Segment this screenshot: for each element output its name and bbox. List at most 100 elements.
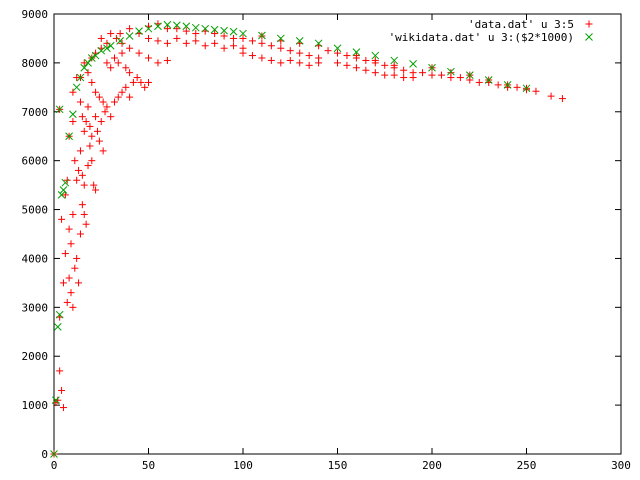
data-point [58, 386, 66, 394]
data-point [84, 59, 92, 67]
data-point [84, 162, 92, 170]
data-point [135, 27, 143, 35]
data-point [114, 93, 122, 101]
data-point [125, 32, 134, 40]
data-point [76, 230, 84, 238]
data-point [409, 74, 417, 82]
x-tick-label: 100 [233, 459, 253, 472]
data-point [55, 310, 64, 319]
data-point [295, 37, 304, 45]
data-point [80, 210, 88, 218]
y-tick-label: 9000 [22, 8, 49, 21]
data-point [82, 220, 90, 228]
data-point [220, 26, 228, 35]
data-point [296, 59, 304, 67]
data-point [69, 210, 77, 218]
data-point [239, 34, 247, 42]
data-point [201, 24, 210, 33]
data-point [112, 34, 120, 42]
data-point [547, 92, 555, 100]
data-point [324, 47, 332, 55]
data-point [126, 25, 134, 33]
data-point [88, 157, 96, 165]
data-point [65, 274, 73, 282]
data-point [475, 78, 483, 86]
data-point [201, 42, 209, 50]
data-point [69, 303, 77, 311]
data-point [114, 59, 122, 67]
data-point [65, 225, 73, 233]
data-point [447, 69, 455, 77]
data-point [192, 37, 200, 45]
data-point [163, 25, 171, 33]
data-point [122, 64, 130, 72]
data-point [182, 22, 191, 31]
data-point [80, 127, 88, 135]
data-point [84, 103, 92, 111]
data-point [50, 450, 58, 458]
data-point [86, 122, 94, 130]
data-point [371, 56, 379, 64]
data-point [92, 113, 100, 121]
data-point [390, 61, 398, 69]
data-point [437, 71, 445, 79]
data-point [428, 63, 436, 72]
data-point [248, 52, 256, 60]
data-point [110, 98, 118, 106]
data-point [145, 78, 152, 86]
data-point [381, 71, 389, 79]
y-tick-label: 5000 [22, 204, 49, 217]
data-point [71, 157, 79, 165]
x-tick-label: 150 [328, 459, 348, 472]
x-tick-label: 200 [422, 459, 442, 472]
data-point [258, 31, 266, 40]
data-point [381, 61, 389, 69]
data-point [428, 71, 436, 79]
data-point [107, 64, 115, 72]
data-point [69, 118, 77, 126]
data-point [211, 30, 219, 38]
data-point [84, 69, 92, 77]
data-point [86, 142, 94, 150]
data-point [75, 279, 83, 287]
data-point [118, 88, 126, 96]
data-point [118, 49, 126, 57]
data-point [230, 34, 238, 42]
data-point [296, 49, 304, 57]
data-point [56, 367, 64, 375]
y-tick-label: 6000 [22, 155, 49, 168]
data-point [334, 49, 341, 57]
data-point [107, 30, 115, 38]
data-point [55, 105, 64, 114]
data-point [91, 51, 100, 60]
data-point [220, 32, 228, 40]
y-tick-label: 3000 [22, 301, 49, 314]
data-point [61, 250, 69, 258]
data-point [286, 56, 294, 64]
data-point [72, 83, 81, 92]
data-point [400, 66, 408, 74]
data-point [80, 63, 89, 72]
x-tick-label: 50 [142, 459, 155, 472]
data-point [154, 59, 162, 67]
data-point [276, 34, 285, 43]
data-point [75, 166, 83, 174]
data-point [144, 24, 153, 33]
data-point [101, 108, 109, 116]
data-point [220, 44, 228, 52]
data-point [352, 64, 360, 72]
data-point [343, 61, 351, 69]
data-point [88, 132, 96, 140]
data-point [78, 201, 86, 209]
data-point [88, 78, 96, 86]
data-point [65, 132, 73, 141]
data-point [305, 61, 313, 69]
data-point [141, 83, 149, 91]
data-point [494, 81, 502, 89]
data-point [503, 81, 512, 89]
data-point [173, 25, 181, 33]
data-point [106, 41, 115, 50]
data-point [182, 39, 190, 47]
data-point [400, 74, 408, 82]
data-point [90, 181, 98, 189]
